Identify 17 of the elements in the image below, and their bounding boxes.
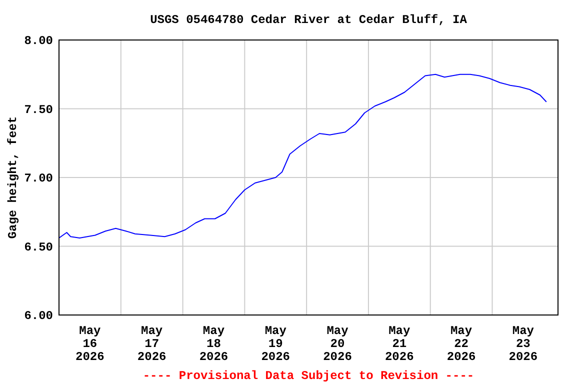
y-tick-label: 8.00 xyxy=(24,34,53,48)
x-tick-label: May 16 2026 xyxy=(76,324,104,364)
y-tick-label: 6.50 xyxy=(24,240,53,254)
text: ---- Provisional Data Subject to Revision ---- xyxy=(142,369,474,383)
x-tick-label: May 19 2026 xyxy=(261,324,290,364)
x-tick-label: May 17 2026 xyxy=(137,324,166,364)
y-tick-label: 6.00 xyxy=(24,309,53,324)
chart-title: USGS 05464780 Cedar River at Cedar Bluff, IA xyxy=(150,13,468,27)
x-tick-label: May 18 2026 xyxy=(199,324,228,364)
x-tick-label: May 21 2026 xyxy=(384,324,414,364)
y-tick-label: 7.00 xyxy=(24,172,53,186)
x-tick-label: May 23 2026 xyxy=(508,324,538,364)
y-tick-label: 7.50 xyxy=(24,102,53,117)
y-axis-title: Gage height, feet xyxy=(6,116,20,239)
x-tick-label: May 20 2026 xyxy=(323,324,352,364)
x-tick-label: May 22 2026 xyxy=(446,324,476,364)
line-series xyxy=(59,74,547,238)
